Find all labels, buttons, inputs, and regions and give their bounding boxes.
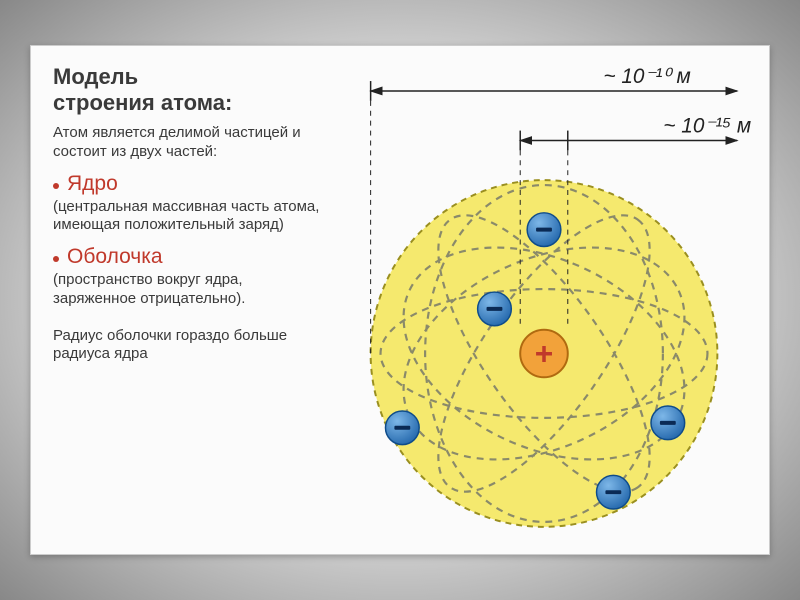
bullet-desc: (центральная массивная часть атома, имею… [53, 198, 323, 236]
bullet-label: Оболочка [67, 245, 163, 269]
bullet-shell: Оболочка [53, 245, 323, 269]
intro-paragraph: Атом является делимой частицей и состоит… [53, 124, 323, 162]
footnote: Радиус оболочки гораздо больше радиуса я… [53, 327, 323, 365]
bullet-dot [53, 256, 59, 262]
slide-card: Модель строения атома: Атом является дел… [30, 45, 770, 555]
title-line-1: Модель [53, 64, 323, 90]
title-line-2: строения атома: [53, 90, 323, 116]
text-column: Модель строения атома: Атом является дел… [53, 64, 323, 374]
bullet-dot [53, 183, 59, 189]
svg-text:~ 10⁻¹⁰ м: ~ 10⁻¹⁰ м [603, 65, 690, 88]
bullet-desc: (пространство вокруг ядра, заряженное от… [53, 271, 323, 309]
atom-diagram: + ~ 10⁻¹⁰ м ~ 10⁻¹⁵ м [331, 56, 757, 542]
svg-text:+: + [535, 335, 554, 371]
bullet-nucleus: Ядро [53, 172, 323, 196]
svg-text:~ 10⁻¹⁵ м: ~ 10⁻¹⁵ м [663, 115, 751, 138]
bullet-label: Ядро [67, 172, 118, 196]
